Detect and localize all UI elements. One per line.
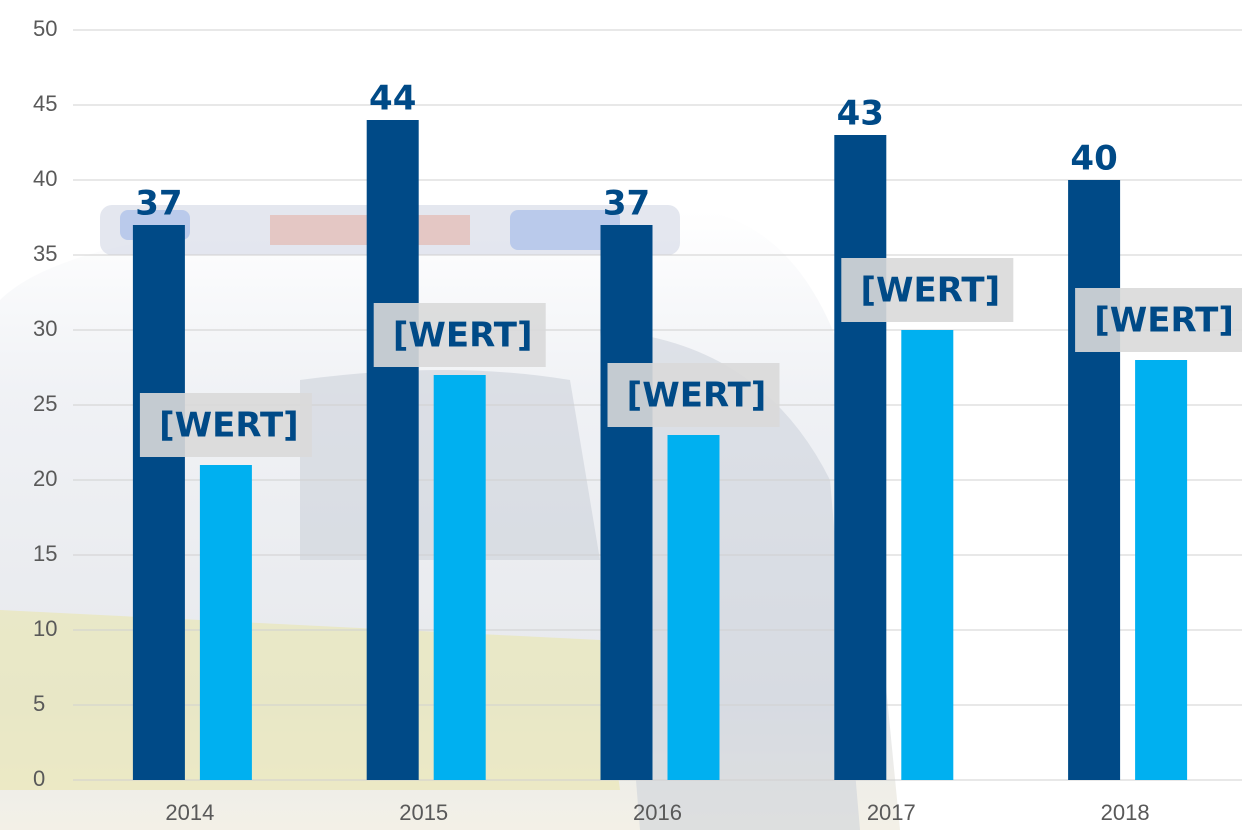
y-tick-label: 0	[33, 766, 45, 791]
bar	[668, 435, 720, 780]
data-label: 37	[603, 184, 650, 224]
bar	[901, 330, 953, 780]
x-tick-label: 2018	[1101, 800, 1150, 825]
x-tick-label: 2015	[399, 800, 448, 825]
data-label: 40	[1070, 139, 1117, 179]
data-label: 44	[369, 79, 416, 119]
y-tick-label: 45	[33, 91, 57, 116]
data-label: 43	[837, 94, 884, 134]
x-tick-label: 2016	[633, 800, 682, 825]
bar	[601, 225, 653, 780]
data-label: [WERT]	[159, 406, 299, 446]
bar	[434, 375, 486, 780]
x-tick-label: 2017	[867, 800, 916, 825]
data-label: [WERT]	[393, 316, 533, 356]
chart: 0 5 10 15 20 25 30 35 40 45 50 2014 2015 2016 2017 2018…	[0, 0, 1242, 830]
data-label: [WERT]	[1094, 301, 1234, 341]
data-label: 37	[135, 184, 182, 224]
y-tick-label: 35	[33, 241, 57, 266]
y-tick-label: 15	[33, 541, 57, 566]
bar	[834, 135, 886, 780]
y-tick-label: 5	[33, 691, 45, 716]
bar	[133, 225, 185, 780]
bar	[1068, 180, 1120, 780]
y-tick-label: 50	[33, 16, 57, 41]
y-tick-label: 20	[33, 466, 57, 491]
y-tick-label: 25	[33, 391, 57, 416]
y-tick-label: 30	[33, 316, 57, 341]
x-tick-label: 2014	[165, 800, 214, 825]
bar	[1135, 360, 1187, 780]
bar	[367, 120, 419, 780]
data-label: [WERT]	[860, 271, 1000, 311]
data-label: [WERT]	[627, 376, 767, 416]
y-tick-label: 40	[33, 166, 57, 191]
y-tick-label: 10	[33, 616, 57, 641]
bar	[200, 465, 252, 780]
